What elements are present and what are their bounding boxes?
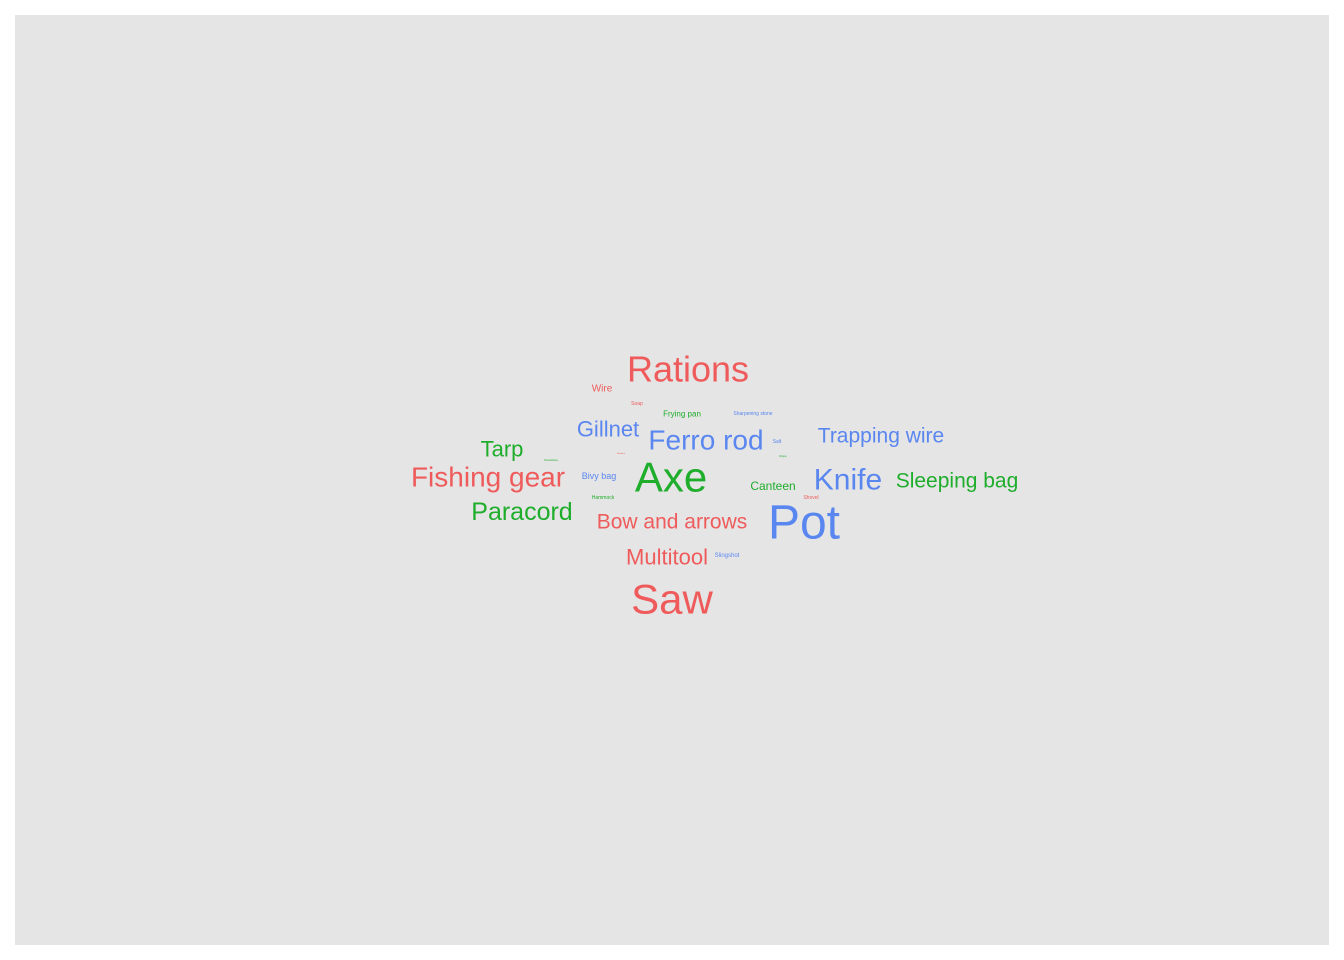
plot-panel bbox=[15, 15, 1329, 945]
word-saw: Saw bbox=[631, 576, 713, 623]
word-multitool: Multitool bbox=[626, 545, 708, 570]
word-tarp: Tarp bbox=[481, 437, 524, 462]
word-rope: Rope bbox=[779, 454, 787, 458]
word-shovel: Shovel bbox=[803, 495, 818, 501]
word-soap: Soap bbox=[631, 401, 643, 407]
word-ferro-rod: Ferro rod bbox=[648, 425, 763, 456]
word-sharpening-stone: Sharpening stone bbox=[733, 411, 772, 417]
word-slingshot: Slingshot bbox=[715, 553, 740, 559]
word-knife: Knife bbox=[814, 464, 882, 497]
word-bandana: Bandana bbox=[617, 453, 626, 455]
word-canteen: Canteen bbox=[750, 479, 795, 493]
word-salt: Salt bbox=[773, 439, 782, 445]
word-gillnet: Gillnet bbox=[577, 417, 639, 442]
word-snowshoe: Snowshoe bbox=[544, 458, 558, 462]
word-rations: Rations bbox=[627, 349, 749, 390]
word-wire: Wire bbox=[592, 384, 613, 395]
word-hammock: Hammock bbox=[592, 495, 615, 501]
word-sleeping-bag: Sleeping bag bbox=[896, 470, 1019, 493]
word-bivy-bag: Bivy bag bbox=[582, 471, 617, 481]
word-pot: Pot bbox=[768, 497, 840, 550]
word-cloud-words: Rations Wire Soap Frying pan Sharpening ston… bbox=[411, 349, 1018, 623]
word-bow-and-arrows: Bow and arrows bbox=[597, 511, 748, 534]
word-axe: Axe bbox=[635, 454, 707, 501]
word-trapping-wire: Trapping wire bbox=[818, 425, 944, 448]
word-fishing-gear: Fishing gear bbox=[411, 462, 565, 493]
word-frying-pan: Frying pan bbox=[663, 410, 701, 419]
word-paracord: Paracord bbox=[471, 498, 572, 526]
